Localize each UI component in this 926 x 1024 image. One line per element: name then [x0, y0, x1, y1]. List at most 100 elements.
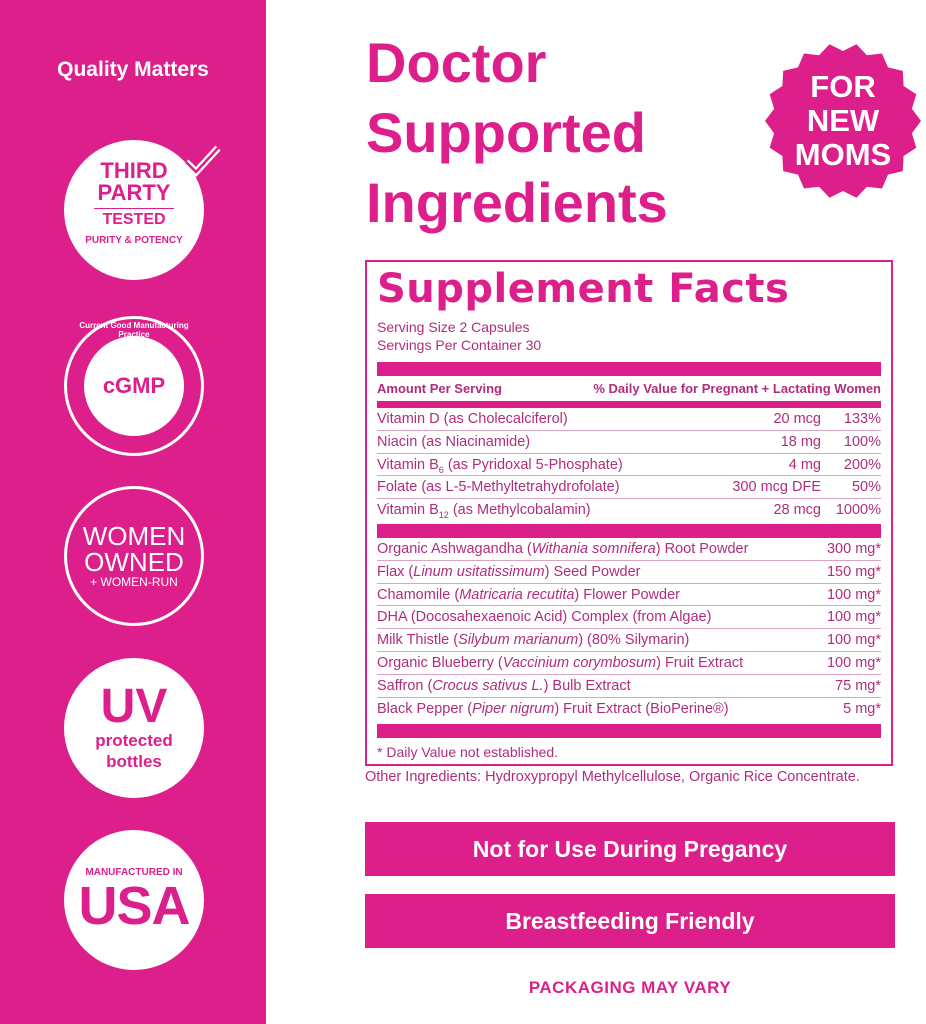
table-row: Organic Ashwagandha (Withania somnifera)… [377, 538, 881, 561]
ingredient-name-part: 12 [438, 510, 449, 521]
amount-cell: 300 mcg DFE 50% [732, 476, 881, 498]
page-title: Doctor Supported Ingredients [366, 31, 668, 234]
ingredient-name: Chamomile (Matricaria recutita) Flower P… [377, 584, 680, 606]
table-row: Black Pepper (Piper nigrum) Fruit Extrac… [377, 698, 881, 721]
cgmp-icon: cGMP Current Good Manufacturing Practice [64, 316, 204, 456]
amount: 75 mg* [835, 677, 881, 694]
table-row: Chamomile (Matricaria recutita) Flower P… [377, 584, 881, 607]
uv-protected-icon: UV protected bottles [64, 658, 204, 798]
ingredient-name-part: ) Fruit Extract (BioPerine®) [554, 700, 729, 717]
amount-cell: 18 mg 100% [781, 431, 881, 453]
daily-value: 100% [843, 433, 881, 450]
amount: 300 mcg DFE [732, 479, 821, 496]
ingredient-name-part: (as Methylcobalamin) [448, 502, 591, 519]
table-row: Flax (Linum usitatissimum) Seed Powder 15… [377, 561, 881, 584]
ingredient-name-part: ) Seed Powder [544, 563, 641, 580]
table-row: Vitamin D (as Cholecalciferol) 20 mcg 133% [377, 408, 881, 431]
scalloped-badge-icon [765, 44, 921, 198]
ingredient-name-part: ) Bulb Extract [543, 677, 631, 694]
ingredient-name: Black Pepper (Piper nigrum) Fruit Extrac… [377, 698, 729, 721]
ingredient-name: Organic Blueberry (Vaccinium corymbosum)… [377, 652, 743, 674]
amount-cell: 100 mg* [827, 584, 881, 606]
ingredient-name: Organic Ashwagandha (Withania somnifera)… [377, 538, 748, 560]
for-new-moms-sticker: FOR NEW MOMS [764, 42, 922, 200]
amount: 4 mg [788, 456, 821, 473]
vitamins-table: Vitamin D (as Cholecalciferol) 20 mcg 133%… [377, 408, 881, 522]
amount-cell: 100 mg* [827, 606, 881, 628]
daily-value: 133% [843, 411, 881, 427]
ingredient-name-part: Vitamin B [377, 502, 439, 519]
ingredient-name: Niacin (as Niacinamide) [377, 431, 530, 453]
amount-cell: 5 mg* [843, 698, 881, 721]
amount: 100 mg* [826, 654, 881, 671]
table-row: Niacin (as Niacinamide) 18 mg 100% [377, 431, 881, 454]
ingredient-name-part: Withania somnifera [531, 540, 656, 557]
women-owned-icon: WOMEN OWNED + WOMEN-RUN [64, 486, 204, 626]
ingredient-name: Vitamin D (as Cholecalciferol) [377, 408, 568, 430]
amount-cell: 20 mcg 133% [773, 408, 881, 430]
divider-bar [377, 523, 881, 538]
ingredient-name-part: ) Flower Powder [574, 586, 680, 603]
amount: 20 mcg [773, 411, 821, 427]
ingredient-name-part: Chamomile ( [377, 586, 460, 603]
ingredient-name-part: Organic Blueberry ( [377, 654, 503, 671]
ingredient-name-part: Niacin (as Niacinamide) [377, 433, 531, 450]
ingredient-name-part: Milk Thistle ( [377, 632, 459, 649]
ingredient-name-part: (as Pyridoxal 5-Phosphate) [443, 456, 623, 473]
amount: 100 mg* [826, 609, 881, 626]
table-row: Folate (as L-5-Methyltetrahydrofolate) 30… [377, 476, 881, 500]
table-row: Vitamin B12 (as Methylcobalamin) 28 mcg 10… [377, 499, 881, 522]
ingredient-name: Folate (as L-5-Methyltetrahydrofolate) [377, 476, 620, 498]
ingredient-name: Flax (Linum usitatissimum) Seed Powder [377, 561, 641, 583]
amount: 100 mg* [826, 586, 881, 603]
other-ingredients: Other Ingredients: Hydroxypropyl Methylc… [365, 769, 860, 785]
amount-cell: 100 mg* [827, 652, 881, 674]
packaging-note: PACKAGING MAY VARY [528, 978, 732, 997]
ingredient-name-part: Folate (as L-5-Methyltetrahydrofolate) [377, 479, 620, 496]
table-row: DHA (Docosahexaenoic Acid) Complex (from… [377, 606, 881, 630]
supplement-facts-heading: Supplement Facts [377, 266, 790, 312]
ingredient-name: DHA (Docosahexaenoic Acid) Complex (from… [377, 606, 711, 628]
amount-cell: 100 mg* [827, 629, 881, 651]
ingredient-name-part: Silybum marianum [458, 632, 579, 649]
made-in-usa-icon: MANUFACTURED IN USA [64, 830, 204, 970]
table-header: Amount Per Serving % Daily Value for Pre… [377, 381, 881, 396]
supplement-facts-panel: Supplement Facts Serving Size 2 Capsules… [365, 260, 893, 766]
breastfeeding-friendly-banner: Breastfeeding Friendly [365, 894, 895, 948]
table-row: Saffron (Crocus sativus L.) Bulb Extract… [377, 675, 881, 698]
divider-bar [377, 724, 881, 739]
ingredient-name-part: Vaccinium corymbosum [502, 654, 657, 671]
ingredient-name: Saffron (Crocus sativus L.) Bulb Extract [377, 675, 631, 697]
table-row: Milk Thistle (Silybum marianum) (80% Sil… [377, 629, 881, 652]
daily-value: 200% [843, 456, 881, 473]
third-party-tested-icon: THIRD PARTY TESTED PURITY & POTENCY [64, 140, 221, 280]
table-row: Organic Blueberry (Vaccinium corymbosum)… [377, 652, 881, 675]
ingredient-name-part: Vitamin B [377, 456, 439, 473]
ingredient-name-part: Crocus sativus L. [432, 677, 544, 694]
ingredient-name-part: Matricaria recutita [459, 586, 575, 603]
ingredients-table: Organic Ashwagandha (Withania somnifera)… [377, 538, 881, 720]
ingredient-name-part: 6 [438, 464, 444, 475]
divider-bar [377, 401, 881, 408]
ingredient-name-part: Vitamin D (as Cholecalciferol) [377, 411, 568, 427]
ingredient-name-part: Flax ( [377, 563, 414, 580]
amount: 100 mg* [826, 632, 881, 649]
ingredient-name-part: Black Pepper ( [377, 700, 473, 717]
ingredient-name-part: Organic Ashwagandha ( [377, 540, 532, 557]
amount-cell: 28 mcg 1000% [773, 499, 881, 522]
ingredient-name-part: Piper nigrum [472, 700, 555, 717]
ingredient-name-part: Linum usitatissimum [413, 563, 545, 580]
quality-sidebar: Quality Matters THIRD PARTY TESTED PURIT… [0, 0, 266, 1024]
amount: 150 mg* [826, 563, 881, 580]
ingredient-name-part: DHA (Docosahexaenoic Acid) Complex (from… [377, 609, 712, 626]
ingredient-name: Vitamin B6 (as Pyridoxal 5-Phosphate) [377, 454, 623, 476]
servings-per-container: Servings Per Container 30 [377, 337, 542, 353]
footnote: * Daily Value not established. [377, 744, 559, 761]
amount: 5 mg* [843, 700, 881, 717]
serving-size: Serving Size 2 Capsules [377, 319, 530, 335]
amount: 300 mg* [826, 540, 881, 557]
ingredient-name: Milk Thistle (Silybum marianum) (80% Sil… [377, 629, 689, 651]
ingredient-name: Vitamin B12 (as Methylcobalamin) [377, 499, 591, 522]
ingredient-name-part: Saffron ( [377, 677, 433, 694]
ingredient-name-part: ) (80% Silymarin) [578, 632, 690, 649]
